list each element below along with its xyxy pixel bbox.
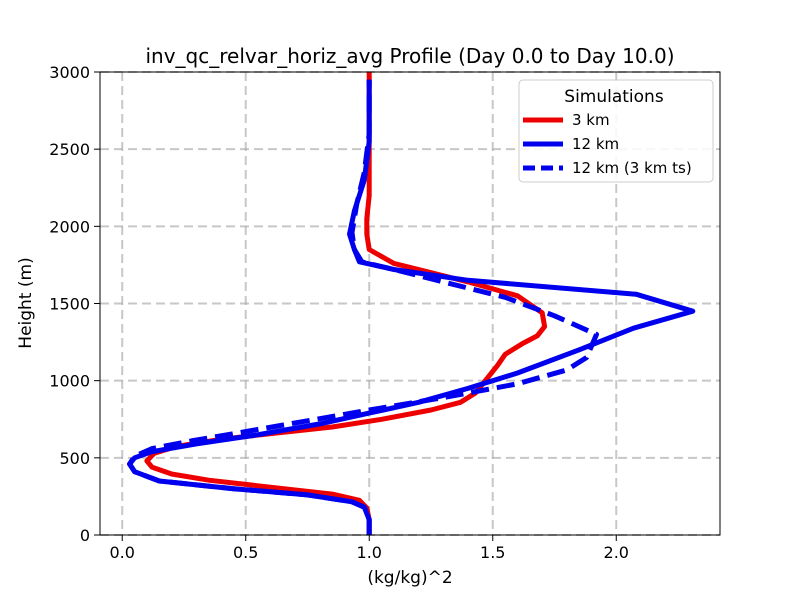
series-line-12-km-3-km-ts	[127, 79, 599, 535]
ticks-layer: 0.0 0.5 1.0 1.5 2.0 0 500 1000 1500 2000 2500 3000	[49, 63, 629, 562]
series-line-3-km	[144, 72, 548, 535]
y-tick-label: 2500	[49, 140, 90, 159]
y-tick-label: 1000	[49, 372, 90, 391]
x-tick-label: 1.0	[357, 543, 382, 562]
legend: Simulations 3 km 12 km 12 km (3 km ts)	[518, 79, 714, 183]
y-tick-label: 2000	[49, 217, 90, 236]
y-tick-label: 0	[80, 526, 90, 545]
y-axis-label: Height (m)	[16, 257, 36, 348]
series-layer	[127, 72, 696, 535]
x-axis-label: (kg/kg)^2	[367, 568, 452, 588]
legend-title: Simulations	[564, 87, 664, 107]
y-tick-label: 1500	[49, 295, 90, 314]
y-tick-label: 500	[59, 449, 90, 468]
x-tick-label: 0.0	[110, 543, 135, 562]
x-tick-label: 1.5	[480, 543, 505, 562]
legend-entry-label: 12 km (3 km ts)	[572, 159, 692, 177]
x-tick-label: 0.5	[233, 543, 258, 562]
y-tick-label: 3000	[49, 63, 90, 82]
x-tick-label: 2.0	[604, 543, 629, 562]
chart-title: inv_qc_relvar_horiz_avg Profile (Day 0.0…	[145, 44, 674, 68]
legend-entry-label: 12 km	[572, 135, 619, 153]
legend-entries: 3 km 12 km 12 km (3 km ts)	[523, 111, 692, 177]
legend-entry-label: 3 km	[572, 111, 610, 129]
legend-box	[518, 79, 714, 183]
